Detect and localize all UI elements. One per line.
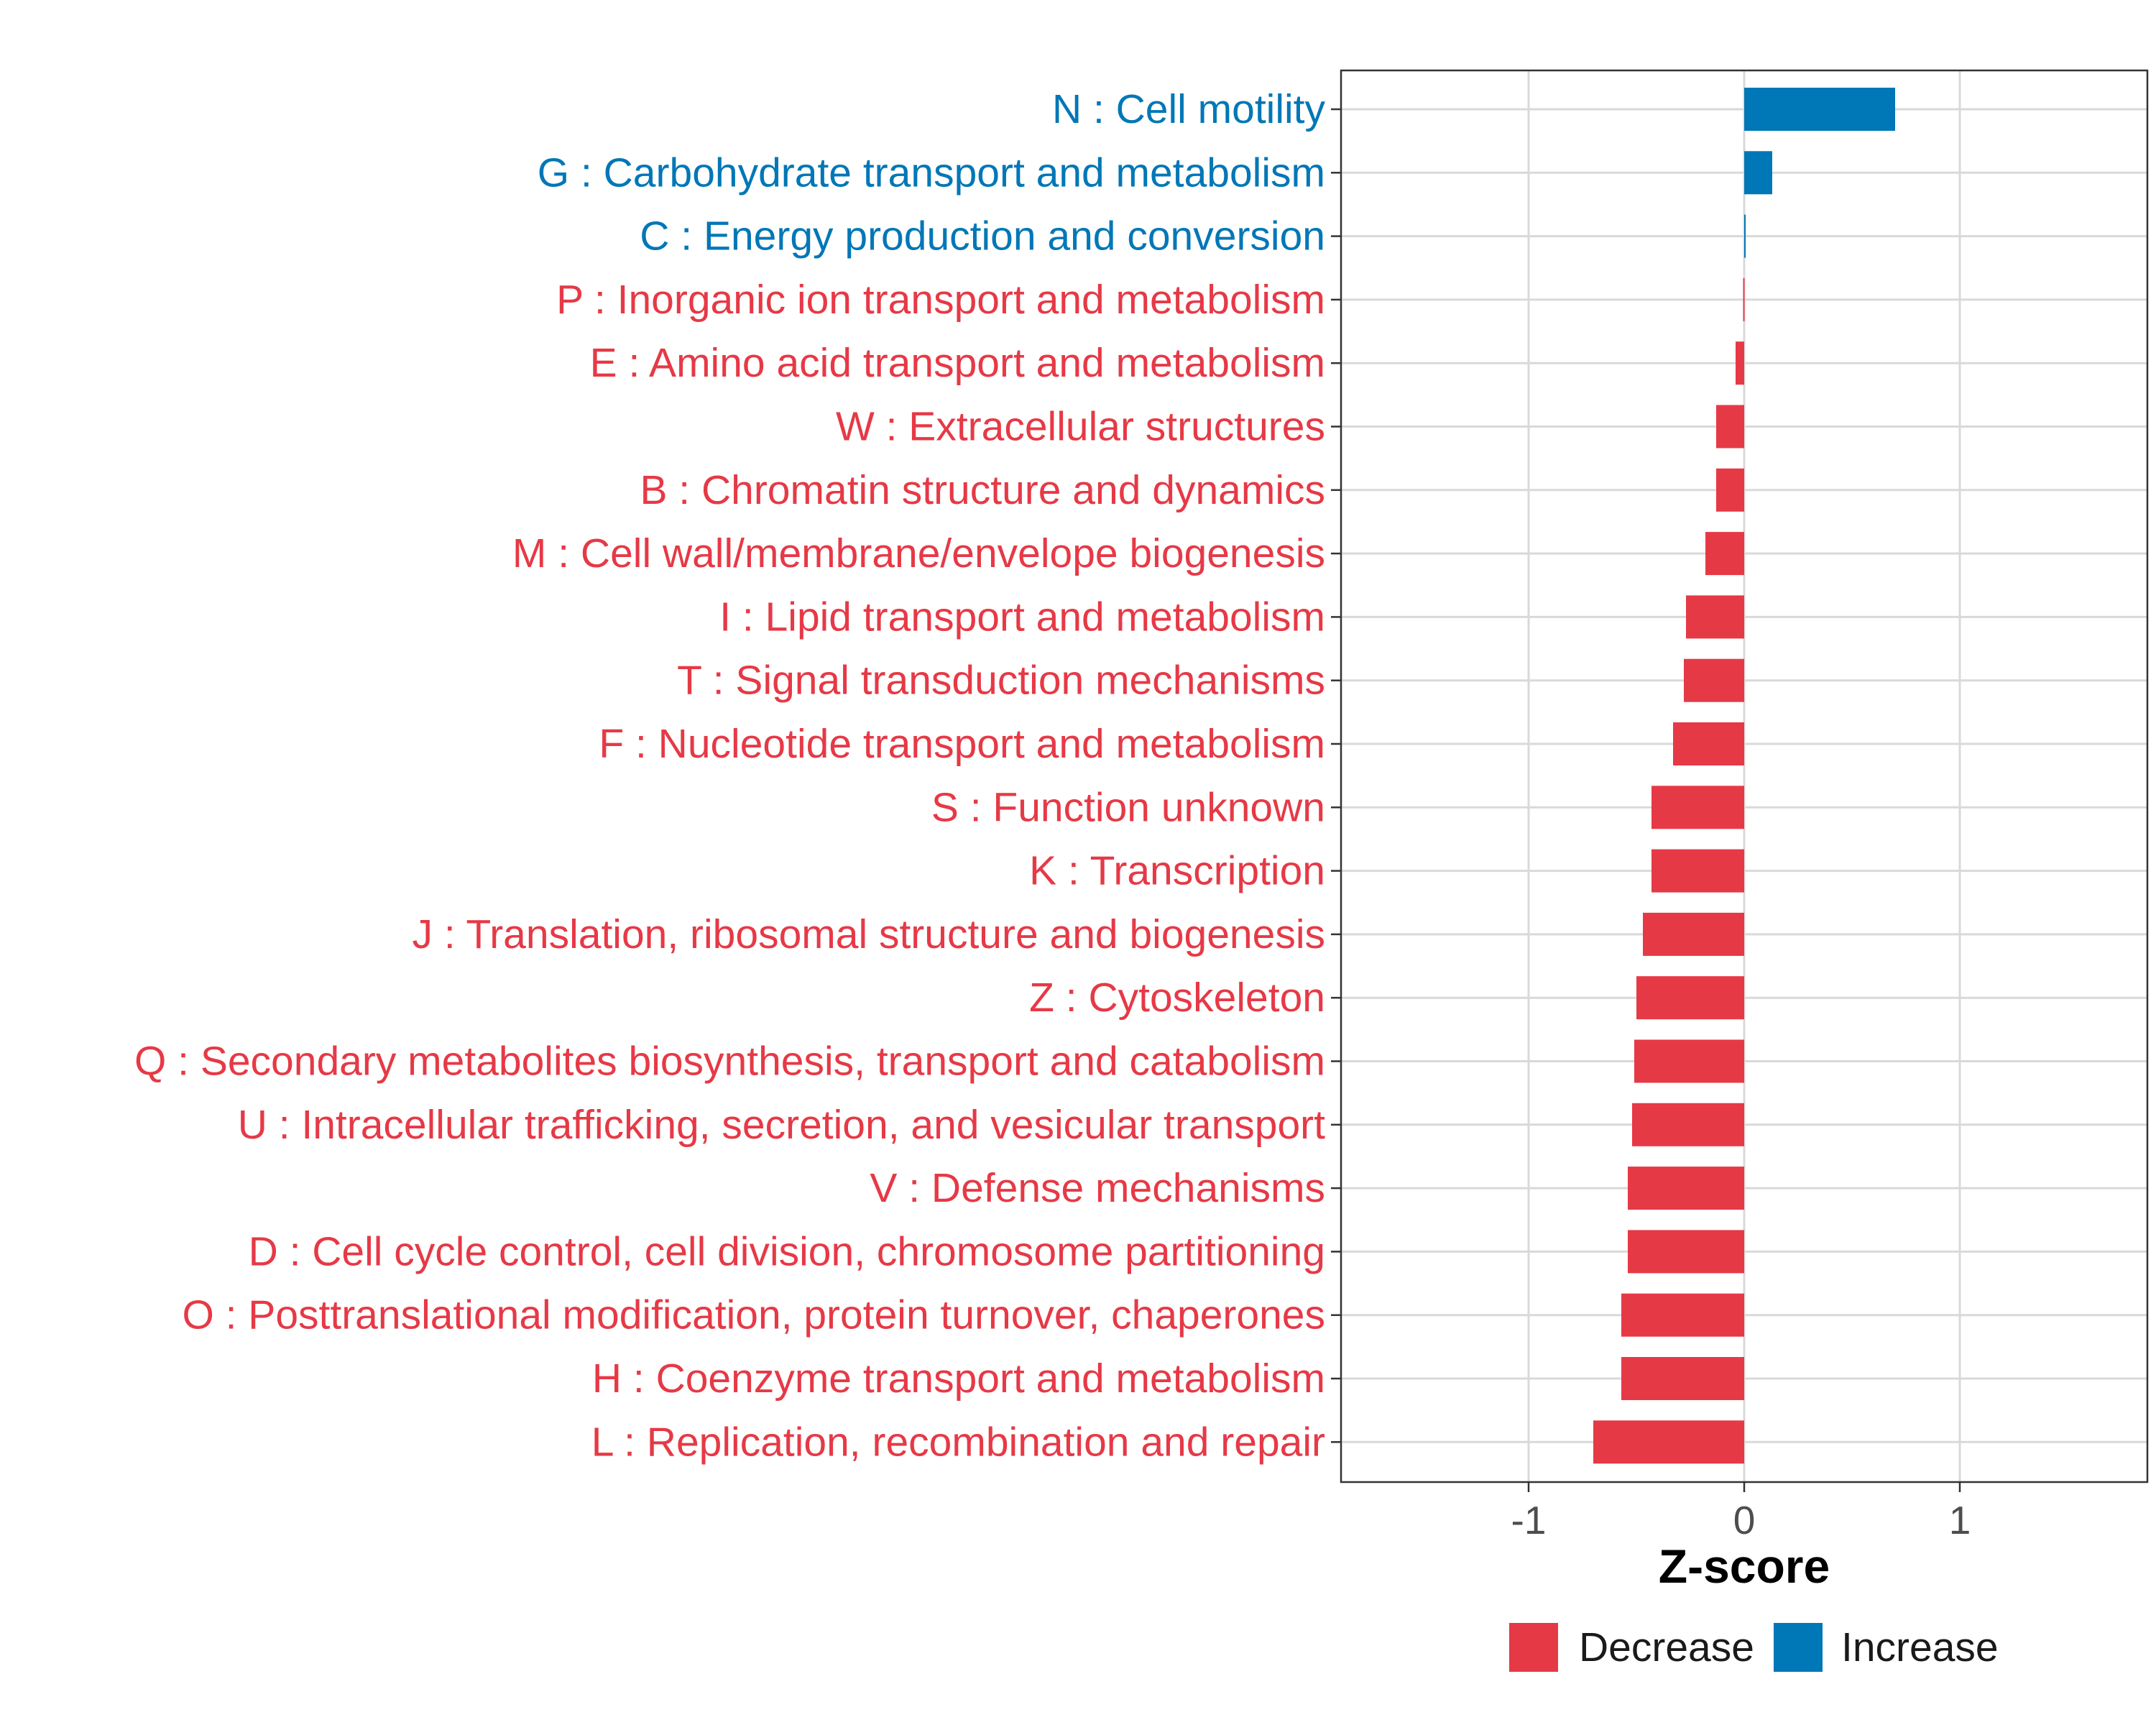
category-label: I : Lipid transport and metabolism xyxy=(719,594,1325,640)
category-label: C : Energy production and conversion xyxy=(640,213,1325,259)
bar xyxy=(1632,1103,1744,1146)
category-label: T : Signal transduction mechanisms xyxy=(677,658,1325,704)
category-label: P : Inorganic ion transport and metaboli… xyxy=(556,277,1325,323)
x-tick-label: -1 xyxy=(1511,1498,1547,1542)
bar xyxy=(1643,912,1744,956)
category-label: L : Replication, recombination and repai… xyxy=(591,1419,1325,1465)
bar xyxy=(1621,1293,1744,1337)
category-label: B : Chromatin structure and dynamics xyxy=(640,467,1325,513)
bar xyxy=(1636,976,1744,1020)
category-label: S : Function unknown xyxy=(931,784,1325,830)
category-label: U : Intracellular trafficking, secretion… xyxy=(238,1102,1325,1148)
category-label: E : Amino acid transport and metabolism xyxy=(590,340,1325,386)
bar xyxy=(1628,1167,1744,1210)
category-label: Z : Cytoskeleton xyxy=(1029,975,1325,1021)
bar xyxy=(1716,405,1744,448)
y-axis-ticks xyxy=(1331,108,1341,1443)
category-label: M : Cell wall/membrane/envelope biogenes… xyxy=(512,530,1325,576)
category-label: Q : Secondary metabolites biosynthesis, … xyxy=(134,1039,1325,1085)
category-label: D : Cell cycle control, cell division, c… xyxy=(249,1228,1325,1274)
category-labels: N : Cell motility G : Carbohydrate transp… xyxy=(134,86,1326,1465)
bar xyxy=(1621,1357,1744,1400)
category-label: V : Defense mechanisms xyxy=(870,1165,1325,1211)
bar xyxy=(1634,1039,1744,1083)
bar-layer xyxy=(1593,88,1895,1464)
legend-label-increase: Increase xyxy=(1841,1624,1999,1670)
x-axis-ticks: -1 0 1 xyxy=(1511,1482,1971,1542)
bar xyxy=(1744,88,1895,131)
category-label: F : Nucleotide transport and metabolism xyxy=(599,721,1325,767)
bar xyxy=(1686,595,1744,639)
bar xyxy=(1743,277,1745,321)
bar xyxy=(1744,214,1746,258)
bar xyxy=(1593,1420,1744,1464)
legend-swatch-increase xyxy=(1774,1623,1823,1672)
x-tick-label: 0 xyxy=(1733,1498,1756,1542)
x-axis-title: Z-score xyxy=(1659,1540,1830,1593)
legend-swatch-decrease xyxy=(1509,1623,1558,1672)
bar xyxy=(1673,722,1744,765)
bar xyxy=(1705,532,1744,576)
legend: Decrease Increase xyxy=(1509,1623,1999,1672)
category-label: W : Extracellular structures xyxy=(836,404,1325,450)
bar xyxy=(1628,1230,1744,1274)
category-label: O : Posttranslational modification, prot… xyxy=(182,1292,1325,1338)
bar xyxy=(1684,658,1744,702)
x-tick-label: 1 xyxy=(1949,1498,1971,1542)
bar xyxy=(1651,849,1744,893)
bar xyxy=(1651,786,1744,829)
category-label: H : Coenzyme transport and metabolism xyxy=(592,1356,1325,1402)
legend-label-decrease: Decrease xyxy=(1579,1624,1754,1670)
category-label: J : Translation, ribosomal structure and… xyxy=(413,911,1325,957)
bar xyxy=(1736,341,1744,385)
bar xyxy=(1744,151,1772,195)
category-label: N : Cell motility xyxy=(1052,86,1326,132)
category-label: K : Transcription xyxy=(1029,848,1325,894)
category-label: G : Carbohydrate transport and metabolis… xyxy=(538,150,1325,196)
bar xyxy=(1716,468,1744,512)
